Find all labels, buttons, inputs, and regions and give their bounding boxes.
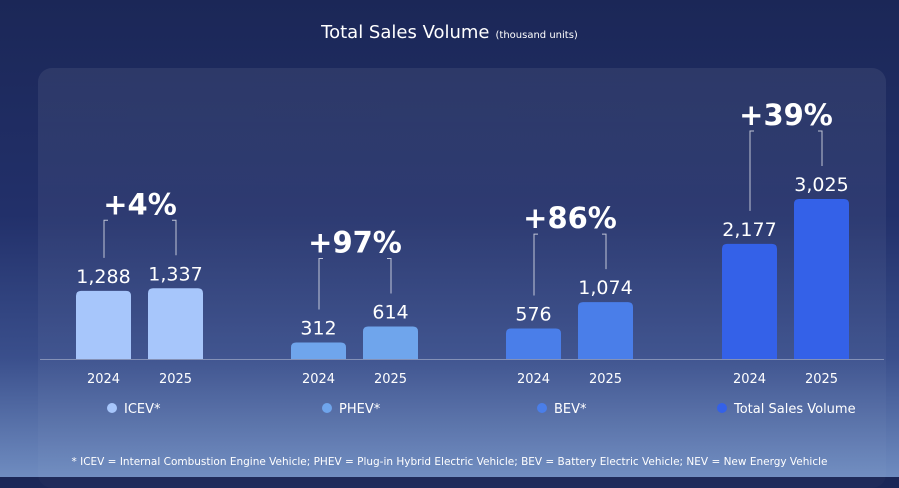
legend-label: PHEV* [339,402,381,417]
data-label: 1,074 [578,277,632,299]
bar [578,302,633,359]
legend-label: Total Sales Volume [733,402,856,417]
bracket-left [103,219,108,258]
x-tick-label: 2025 [589,372,622,387]
x-tick-label: 2024 [87,372,120,387]
legend-swatch [107,403,117,413]
data-label: 614 [372,302,408,324]
change-label: +4% [103,187,177,221]
change-label: +97% [308,226,402,260]
data-label: 312 [300,317,336,339]
title-text: Total Sales Volume [321,22,490,43]
bar [794,198,849,359]
data-label: 576 [515,304,551,326]
bracket-left [318,258,323,310]
legend-label: ICEV* [124,402,161,417]
change-label: +86% [523,201,617,235]
legend-swatch [717,403,727,413]
legend-swatch [322,403,332,413]
bracket-left [749,130,754,211]
x-tick-label: 2024 [733,372,766,387]
footnote: * ICEV = Internal Combustion Engine Vehi… [71,456,828,468]
x-tick-label: 2025 [159,372,192,387]
bar [722,243,777,359]
data-label: 1,337 [148,263,202,285]
bracket-left [533,233,538,296]
legend-swatch [537,403,547,413]
bracket-right [602,233,607,270]
bar [291,342,346,359]
bracket-right [172,219,177,256]
chart-title: Total Sales Volume (thousand units) [0,22,899,43]
x-tick-label: 2024 [517,372,550,387]
subtitle-text: (thousand units) [495,30,578,41]
bar [363,326,418,359]
bracket-right [387,258,392,294]
x-tick-label: 2025 [374,372,407,387]
bar [506,328,561,359]
bar [76,290,131,359]
x-tick-label: 2025 [805,372,838,387]
data-label: 3,025 [794,174,848,196]
bar [148,288,203,359]
bar-chart: 1,288 2024 1,337 2025 +4% ICEV* 312 2024 614 2025… [76,98,856,417]
legend-label: BEV* [554,402,587,417]
data-label: 2,177 [722,219,776,241]
bracket-right [818,130,823,166]
data-label: 1,288 [76,266,130,288]
change-label: +39% [739,98,833,132]
x-tick-label: 2024 [302,372,335,387]
